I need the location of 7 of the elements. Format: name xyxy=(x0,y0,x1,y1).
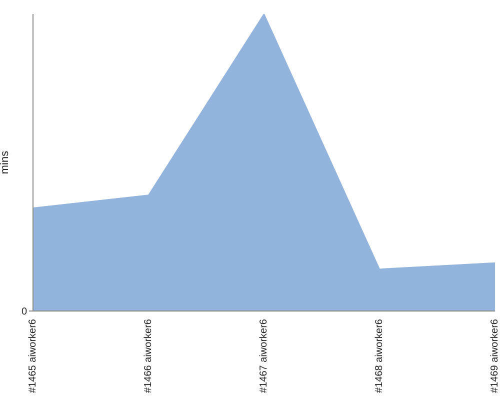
x-tick-label: #1469 aiworker6 xyxy=(490,318,500,393)
y-axis-title: mins xyxy=(0,150,11,174)
x-tick-label: #1467 aiworker6 xyxy=(258,318,270,393)
x-tick-label: #1466 aiworker6 xyxy=(143,318,154,393)
x-tick-label: #1465 aiworker6 xyxy=(28,318,38,393)
x-tick-label: #1468 aiworker6 xyxy=(374,318,385,393)
text: 0 xyxy=(21,306,28,318)
